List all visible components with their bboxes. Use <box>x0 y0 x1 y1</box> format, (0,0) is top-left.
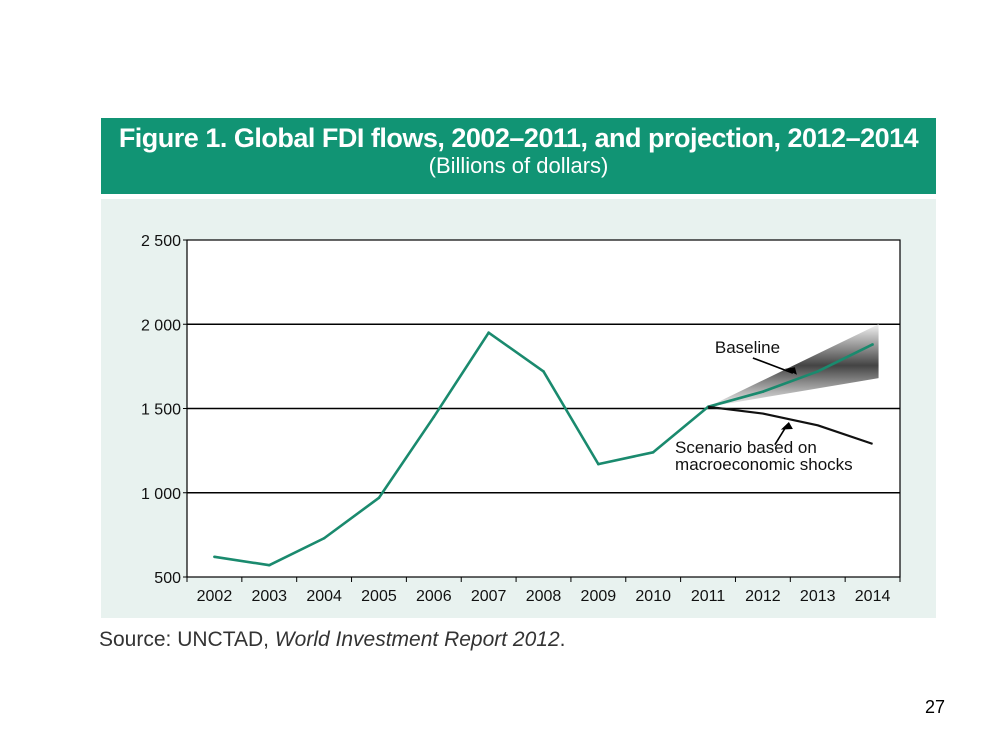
x-tick-label: 2002 <box>197 588 233 605</box>
baseline-annotation: Baseline <box>715 338 780 357</box>
fdi-data-point <box>322 536 326 540</box>
fdi-data-point <box>267 563 271 567</box>
scenario-arrowhead <box>780 421 793 430</box>
y-tick-label: 2 000 <box>141 317 181 334</box>
x-tick-label: 2012 <box>745 588 781 605</box>
scenario-series-line <box>707 405 873 445</box>
source-label: Source: <box>99 628 172 651</box>
fdi-data-point <box>432 415 436 419</box>
fdi-data-point <box>761 390 765 393</box>
baseline-arrow <box>752 357 794 374</box>
source-org: UNCTAD, <box>177 628 269 651</box>
figure-header: Figure 1. Global FDI flows, 2002–2011, a… <box>101 118 936 194</box>
page-number: 27 <box>925 697 946 717</box>
baseline-arrowhead <box>784 367 797 375</box>
y-tick-label: 500 <box>154 570 181 587</box>
x-tick-label: 2010 <box>635 588 671 605</box>
fdi-data-point <box>213 555 216 559</box>
x-tick-label: 2011 <box>691 588 726 605</box>
fdi-data-point <box>597 462 600 466</box>
y-tick-label: 2 500 <box>141 233 181 250</box>
x-tick-label: 2003 <box>251 588 287 605</box>
figure-subtitle: (Billions of dollars) <box>428 153 609 178</box>
source-caption: Source: UNCTAD, World Investment Report … <box>99 628 566 652</box>
x-tick-label: 2004 <box>306 588 342 605</box>
x-tick-label: 2007 <box>471 588 507 605</box>
fdi-data-point <box>542 370 545 373</box>
y-tick-label: 1 500 <box>141 402 181 419</box>
x-tick-label: 2008 <box>526 588 562 605</box>
x-tick-label: 2005 <box>361 588 397 605</box>
fdi-data-point <box>377 496 381 500</box>
x-tick-label: 2009 <box>581 588 617 605</box>
source-end: . <box>559 628 566 651</box>
fdi-data-point <box>871 343 874 346</box>
x-tick-label: 2006 <box>416 588 452 605</box>
fdi-line-chart: 500 1 000 1 500 2 000 2 500 2002 2003 2004 2005 2… <box>141 233 901 605</box>
x-tick-label: 2014 <box>855 588 891 605</box>
y-tick-label: 1 000 <box>141 486 181 503</box>
source-publication: World Investment Report 2012 <box>274 628 560 651</box>
scenario-annotation-line2: macroeconomic shocks <box>675 455 853 474</box>
baseline-uncertainty-band <box>708 324 879 407</box>
x-tick-label: 2013 <box>800 588 836 605</box>
fdi-data-point <box>816 370 820 373</box>
fdi-data-point <box>651 451 655 454</box>
figure-title: Figure 1. Global FDI flows, 2002–2011, a… <box>118 123 919 153</box>
fdi-data-point <box>487 331 490 334</box>
scenario-annotation-line1: Scenario based on <box>675 438 817 457</box>
